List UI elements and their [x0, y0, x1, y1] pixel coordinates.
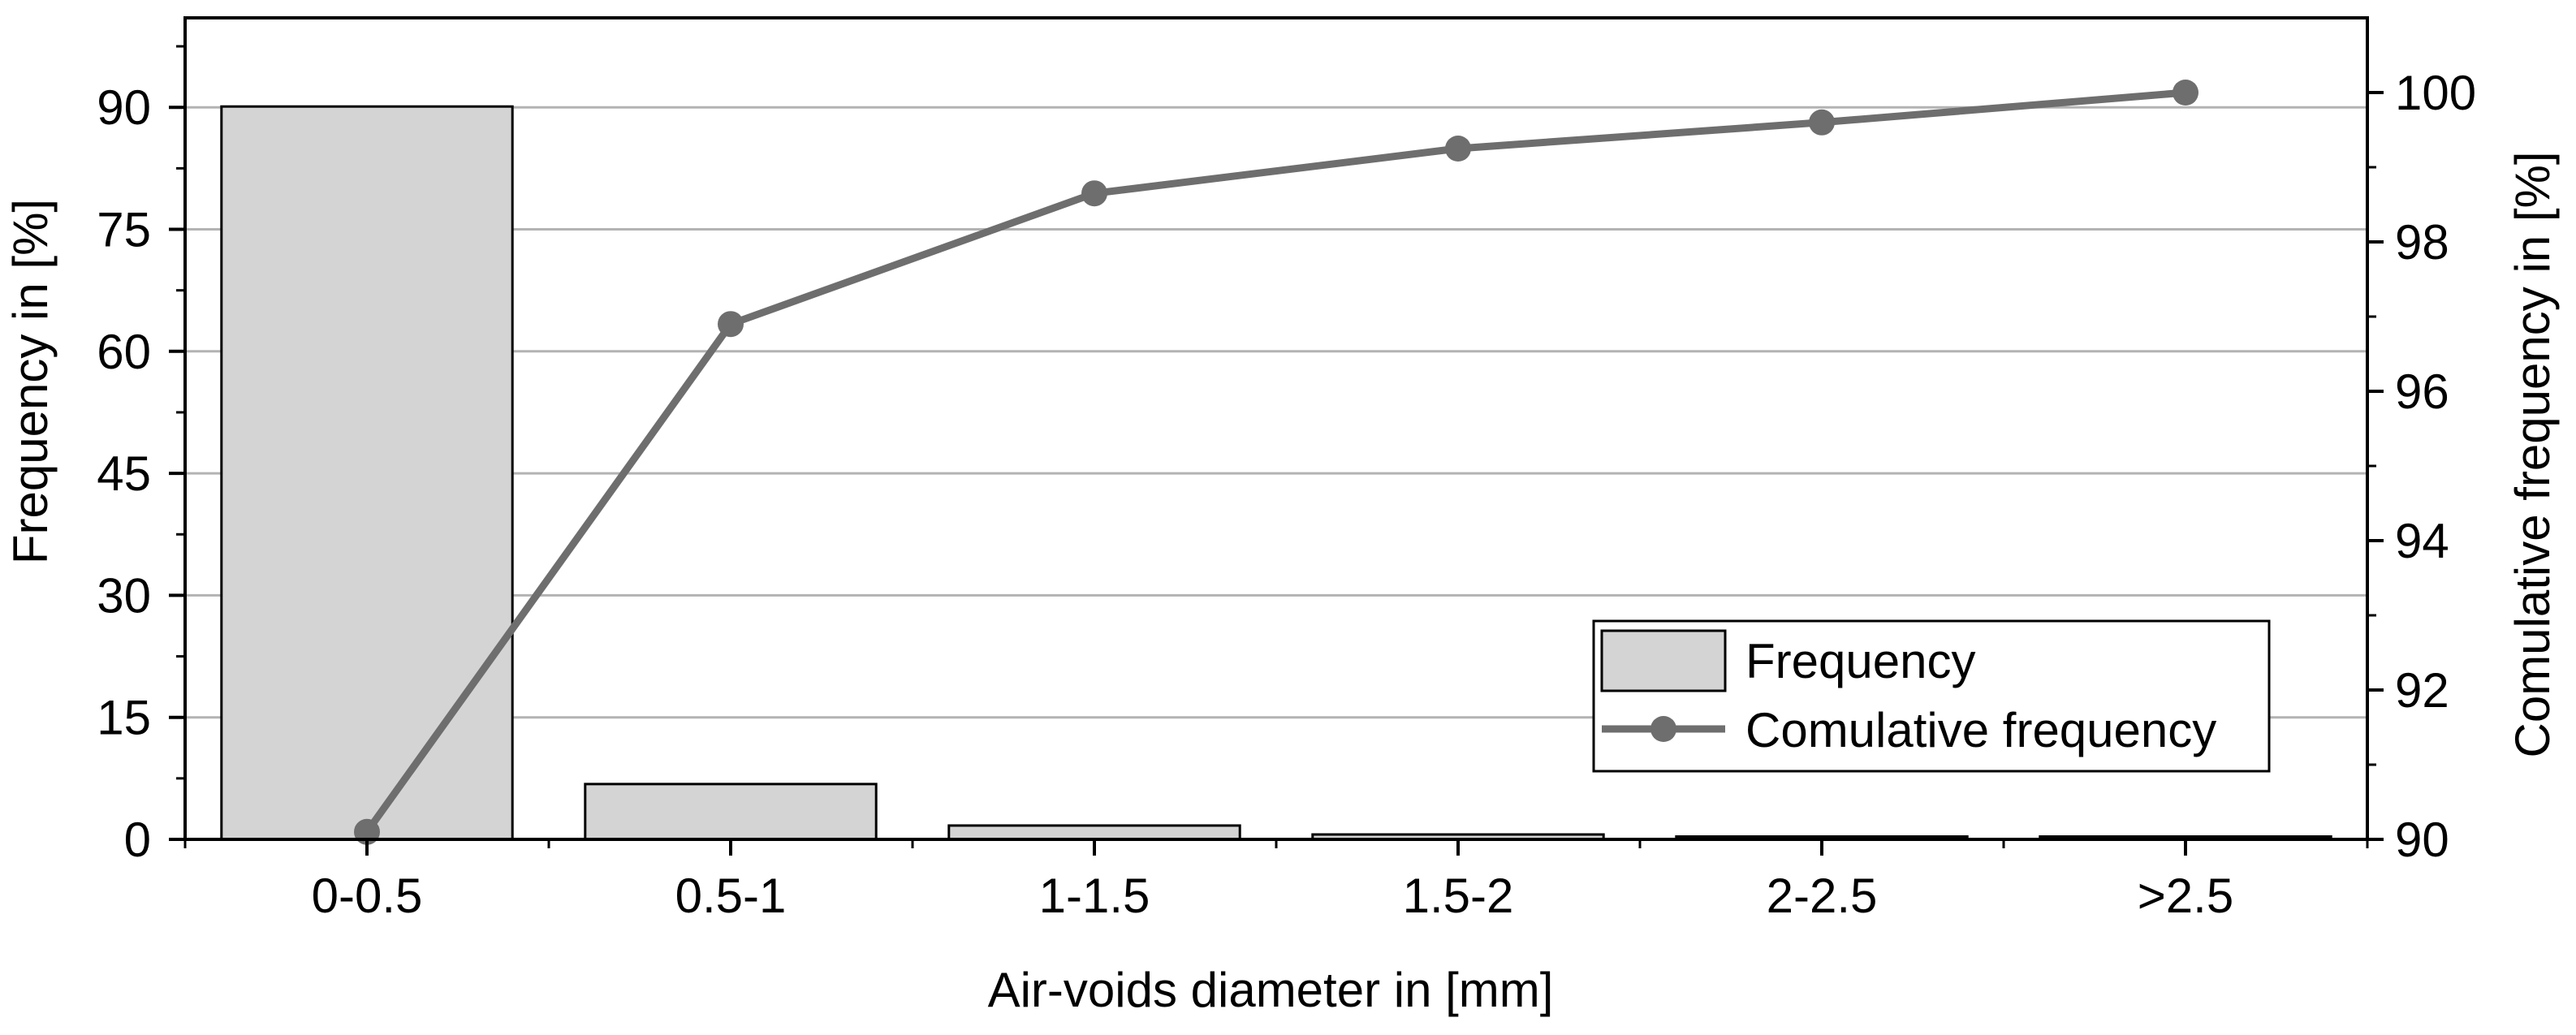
legend-label-cumulative: Comulative frequency: [1745, 703, 2216, 757]
cumulative-frequency-point: [1809, 109, 1835, 136]
y-right-tick-label: 100: [2395, 66, 2476, 120]
y-left-tick-label: 0: [124, 813, 151, 867]
y-left-tick-label: 90: [97, 80, 151, 135]
y-left-tick-label: 30: [97, 568, 151, 623]
cumulative-frequency-point: [718, 311, 744, 338]
cumulative-frequency-point: [2173, 80, 2198, 106]
x-tick-label: 0-0.5: [312, 869, 423, 923]
axes: [169, 16, 2384, 856]
cumulative-frequency-point: [1445, 136, 1471, 162]
frequency-bar: [584, 783, 878, 841]
y-right-tick-label: 92: [2395, 663, 2449, 718]
x-tick-label: 1-1.5: [1039, 869, 1150, 923]
frequency-bar: [947, 824, 1241, 841]
y-axis-right-title: Comulative frequency in [%]: [2505, 151, 2560, 757]
tick-labels: 0 15 30 45 60 75 90 90 92 94 96 98 100 0-0.5 0.5-1 1-1.…: [97, 66, 2476, 923]
cumulative-frequency-line: [364, 88, 2186, 834]
cumulative-line: [354, 80, 2198, 845]
y-left-tick-label: 60: [97, 325, 151, 379]
legend-marker-cumulative: [1650, 716, 1676, 742]
x-tick-label: >2.5: [2138, 869, 2233, 923]
x-axis-title: Air-voids diameter in [mm]: [988, 963, 1554, 1017]
frequency-bars: [220, 105, 2332, 841]
x-tick-label: 1.5-2: [1403, 869, 1514, 923]
legend-swatch-frequency: [1600, 629, 1727, 692]
frequency-bar: [220, 105, 514, 841]
y-right-tick-label: 98: [2395, 215, 2449, 270]
y-left-tick-label: 75: [97, 203, 151, 257]
legend-label-frequency: Frequency: [1745, 634, 1975, 688]
x-tick-label: 2-2.5: [1767, 869, 1878, 923]
y-left-tick-label: 45: [97, 446, 151, 501]
y-right-tick-label: 90: [2395, 813, 2449, 867]
y-right-tick-label: 96: [2395, 364, 2449, 419]
cumulative-frequency-point: [1081, 180, 1107, 207]
legend: Frequency Comulative frequency: [1592, 619, 2271, 773]
y-left-tick-label: 15: [97, 691, 151, 745]
y-right-tick-label: 94: [2395, 514, 2449, 568]
x-tick-label: 0.5-1: [675, 869, 787, 923]
y-axis-left-title: Frequency in [%]: [3, 199, 58, 564]
